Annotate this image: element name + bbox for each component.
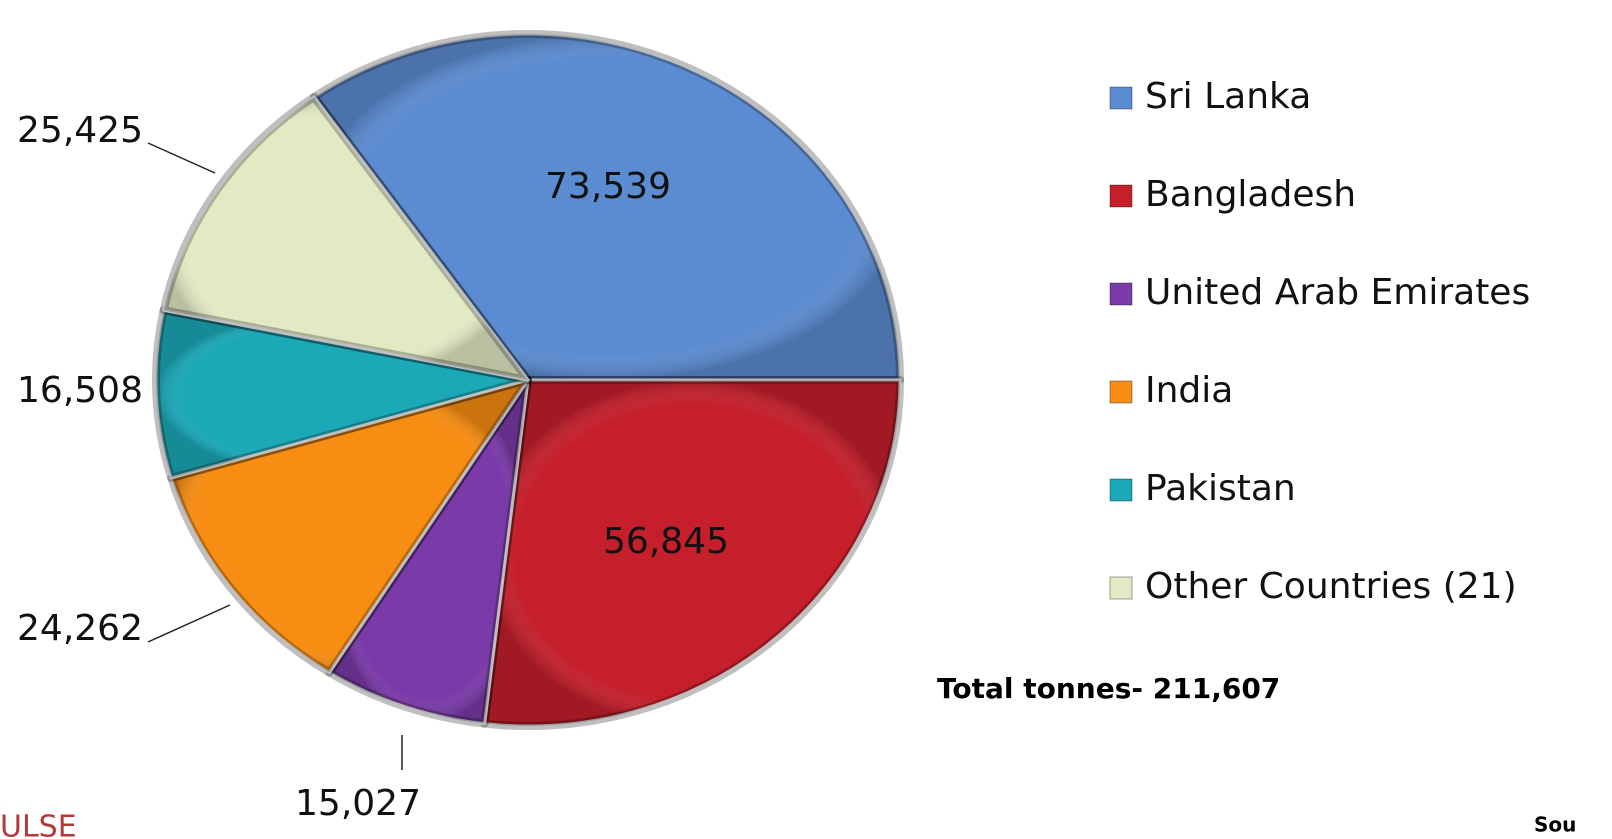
slice-bevel <box>480 376 904 730</box>
legend-swatch <box>1109 380 1133 404</box>
legend-swatch <box>1109 184 1133 208</box>
data-label: 25,425 <box>17 110 143 151</box>
slice-bevel <box>159 92 532 384</box>
data-label: 16,508 <box>17 370 143 411</box>
leader-line <box>147 142 216 174</box>
leader-line <box>147 604 231 643</box>
legend-swatch <box>1109 478 1133 502</box>
total-annotation: Total tonnes- 211,607 <box>937 672 1280 705</box>
data-label: 15,027 <box>295 783 421 824</box>
pie <box>152 30 904 730</box>
data-label: 24,262 <box>17 608 143 649</box>
legend-swatch <box>1109 576 1133 600</box>
slice-bevel <box>325 376 532 728</box>
data-label: 73,539 <box>545 166 671 207</box>
logo-fragment: ULSE <box>0 810 77 839</box>
legend-label: India <box>1145 370 1233 411</box>
slice-bevel <box>310 30 904 384</box>
source-fragment: Sou <box>1534 813 1576 837</box>
legend-swatch <box>1109 282 1133 306</box>
slice-bevel <box>167 376 532 677</box>
legend-label: Sri Lanka <box>1145 76 1311 117</box>
legend-label: Pakistan <box>1145 468 1296 509</box>
data-label: 56,845 <box>603 521 729 562</box>
legend-label: Bangladesh <box>1145 174 1356 215</box>
slice-bevel <box>152 306 532 482</box>
legend-label: Other Countries (21) <box>1145 566 1517 607</box>
legend-label: United Arab Emirates <box>1145 272 1530 313</box>
legend-swatch <box>1109 86 1133 110</box>
